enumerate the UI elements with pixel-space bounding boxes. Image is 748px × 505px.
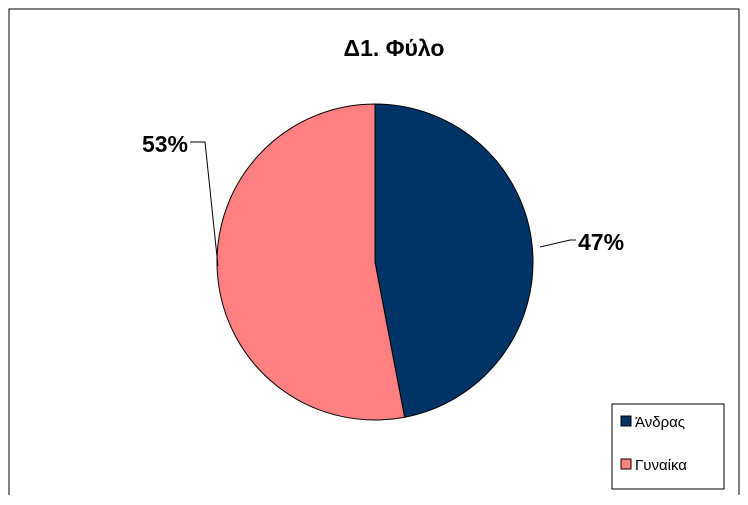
pie-slice-male <box>374 103 534 418</box>
legend-swatch-male <box>620 415 632 427</box>
legend-label-male: Άνδρας <box>635 414 685 431</box>
leader-lines <box>190 141 576 267</box>
chart-border <box>8 8 740 495</box>
leader-line-male <box>539 239 576 248</box>
data-labels: 47% 53% <box>142 131 624 255</box>
data-label-male: 47% <box>578 229 624 255</box>
legend-label-female: Γυναίκα <box>635 457 687 474</box>
chart-title: Δ1. Φύλο <box>344 35 445 61</box>
leader-line-female <box>190 141 219 267</box>
pie-slice-female <box>216 103 406 421</box>
legend: Άνδρας Γυναίκα <box>611 403 725 490</box>
legend-swatch-female <box>620 458 632 470</box>
data-label-female: 53% <box>142 131 188 157</box>
pie-slices <box>216 103 534 421</box>
